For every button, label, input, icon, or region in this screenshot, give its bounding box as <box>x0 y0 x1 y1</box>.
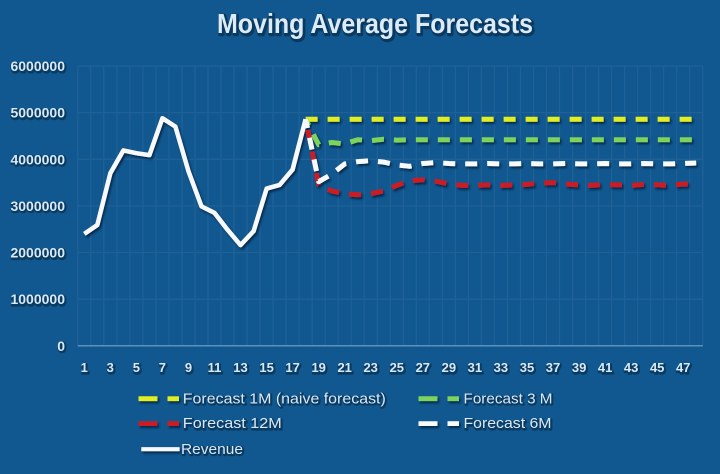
svg-text:Forecast 6M: Forecast 6M <box>464 415 552 432</box>
svg-text:9: 9 <box>186 361 193 376</box>
svg-text:25: 25 <box>390 360 404 375</box>
svg-text:5: 5 <box>134 361 141 376</box>
svg-text:21: 21 <box>337 360 351 375</box>
svg-text:4000000: 4000000 <box>10 151 65 167</box>
svg-text:29: 29 <box>442 360 456 375</box>
svg-text:45: 45 <box>651 361 665 376</box>
svg-text:6000000: 6000000 <box>10 58 65 74</box>
svg-text:Revenue: Revenue <box>182 442 244 459</box>
svg-text:47: 47 <box>676 360 690 375</box>
svg-text:Forecast 6M: Forecast 6M <box>464 417 552 434</box>
svg-text:Forecast 3 M: Forecast 3 M <box>464 390 553 407</box>
svg-text:Forecast 12M: Forecast 12M <box>184 417 283 434</box>
svg-text:3: 3 <box>108 361 115 376</box>
svg-text:2000000: 2000000 <box>11 246 66 262</box>
svg-text:Revenue: Revenue <box>181 441 243 458</box>
svg-text:17: 17 <box>285 360 299 375</box>
svg-text:37: 37 <box>547 361 561 376</box>
svg-text:17: 17 <box>286 361 300 376</box>
svg-text:43: 43 <box>625 361 639 376</box>
svg-text:13: 13 <box>234 361 248 376</box>
svg-text:19: 19 <box>312 361 326 376</box>
svg-text:39: 39 <box>572 360 586 375</box>
svg-text:5000000: 5000000 <box>10 105 65 121</box>
svg-text:23: 23 <box>364 361 378 376</box>
svg-text:1000000: 1000000 <box>11 293 66 309</box>
svg-text:Forecast 12M: Forecast 12M <box>183 415 282 432</box>
svg-text:3: 3 <box>107 360 114 375</box>
svg-text:0: 0 <box>57 338 65 354</box>
svg-text:33: 33 <box>494 360 508 375</box>
svg-text:19: 19 <box>311 360 325 375</box>
svg-text:9: 9 <box>185 360 192 375</box>
svg-text:5: 5 <box>133 360 140 375</box>
svg-text:Forecast 1M (naive forecast): Forecast 1M (naive forecast) <box>184 392 387 409</box>
svg-text:21: 21 <box>338 361 352 376</box>
svg-text:Moving Average Forecasts: Moving Average Forecasts <box>218 10 534 41</box>
svg-text:5000000: 5000000 <box>11 106 66 122</box>
svg-text:29: 29 <box>443 361 457 376</box>
svg-text:3000000: 3000000 <box>11 199 66 215</box>
svg-text:11: 11 <box>209 361 223 376</box>
svg-text:1000000: 1000000 <box>10 291 65 307</box>
svg-text:4000000: 4000000 <box>11 153 66 169</box>
svg-text:23: 23 <box>363 360 377 375</box>
svg-text:Moving Average Forecasts: Moving Average Forecasts <box>217 8 533 39</box>
svg-text:15: 15 <box>260 361 274 376</box>
svg-text:35: 35 <box>521 361 535 376</box>
svg-text:37: 37 <box>546 360 560 375</box>
svg-text:13: 13 <box>233 360 247 375</box>
svg-text:31: 31 <box>469 361 483 376</box>
svg-text:41: 41 <box>598 360 612 375</box>
svg-text:0: 0 <box>58 339 66 355</box>
svg-text:45: 45 <box>650 360 664 375</box>
svg-text:6000000: 6000000 <box>11 59 66 75</box>
svg-text:31: 31 <box>468 360 482 375</box>
svg-text:7: 7 <box>159 360 166 375</box>
svg-text:27: 27 <box>416 360 430 375</box>
svg-text:35: 35 <box>520 360 534 375</box>
svg-text:41: 41 <box>599 361 613 376</box>
svg-text:1: 1 <box>81 360 88 375</box>
svg-text:27: 27 <box>416 361 430 376</box>
svg-text:1: 1 <box>82 361 89 376</box>
svg-text:43: 43 <box>624 360 638 375</box>
svg-text:33: 33 <box>495 361 509 376</box>
svg-text:47: 47 <box>677 361 691 376</box>
svg-text:Forecast 1M (naive forecast): Forecast 1M (naive forecast) <box>183 390 386 407</box>
svg-text:2000000: 2000000 <box>10 245 65 261</box>
svg-text:7: 7 <box>160 361 167 376</box>
svg-text:39: 39 <box>573 361 587 376</box>
svg-text:25: 25 <box>390 361 404 376</box>
svg-text:15: 15 <box>259 360 273 375</box>
svg-text:11: 11 <box>208 360 222 375</box>
svg-text:3000000: 3000000 <box>10 198 65 214</box>
svg-text:Forecast 3 M: Forecast 3 M <box>464 392 553 409</box>
